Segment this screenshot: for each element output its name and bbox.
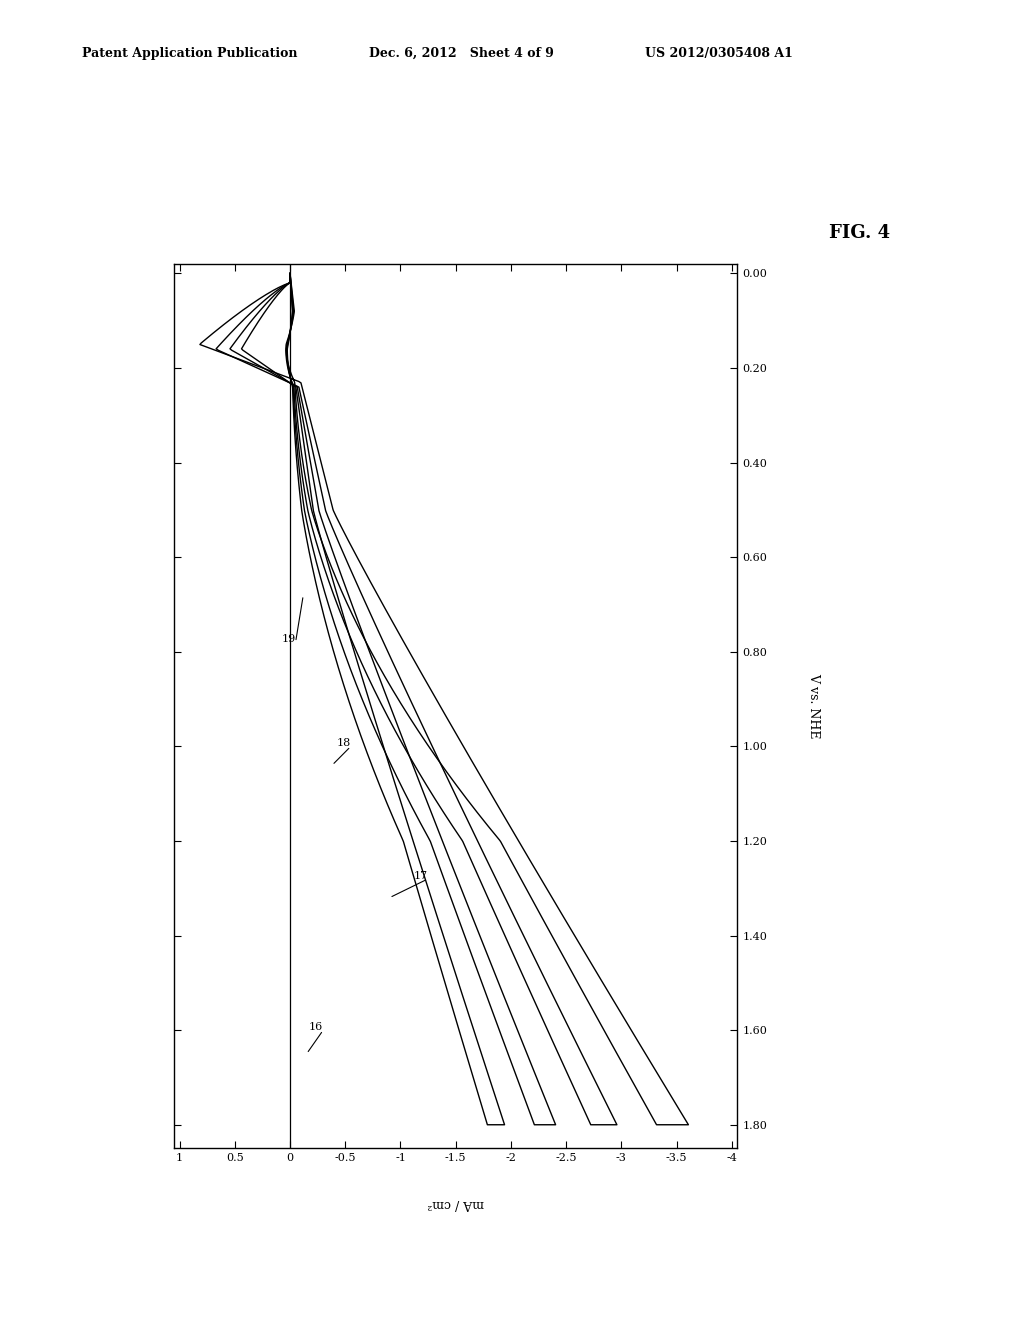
Text: 19: 19 (282, 635, 296, 644)
Text: Dec. 6, 2012   Sheet 4 of 9: Dec. 6, 2012 Sheet 4 of 9 (369, 46, 554, 59)
Text: 17: 17 (414, 871, 428, 880)
Text: 18: 18 (337, 738, 351, 748)
Text: FIG. 4: FIG. 4 (829, 223, 891, 242)
Text: mA / cm²: mA / cm² (427, 1197, 484, 1210)
Y-axis label: V vs. NHE: V vs. NHE (807, 673, 820, 739)
Text: US 2012/0305408 A1: US 2012/0305408 A1 (645, 46, 793, 59)
Text: Patent Application Publication: Patent Application Publication (82, 46, 297, 59)
Text: 16: 16 (309, 1022, 324, 1032)
